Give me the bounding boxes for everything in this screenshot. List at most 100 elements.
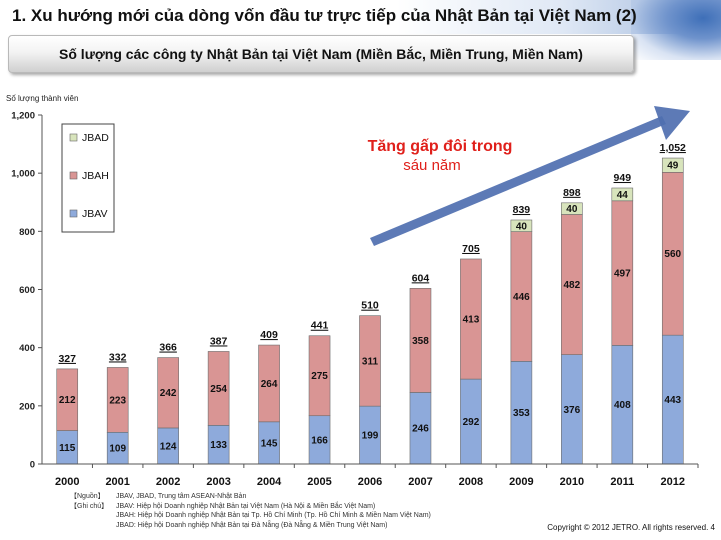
y-tick-label: 400: [19, 343, 35, 354]
bar-segment-jbad: [611, 187, 634, 202]
y-axis: 0 200 400 600 800 1,000 1,200: [11, 111, 43, 471]
y-tick-label: 600: [19, 285, 35, 296]
y-tick-label: 1,000: [11, 169, 35, 180]
data-label-jbah: 275: [311, 371, 328, 382]
x-tick-label: 2002: [156, 476, 180, 488]
x-axis: 2000 2001 2002 2003 2004 2005 2006 2007 2008 2009…: [42, 463, 699, 488]
bar-segment-jbad: [510, 219, 533, 232]
note-row: JBAD: Hiệp hội Doanh nghiệp Nhật Bản tại…: [70, 521, 431, 531]
source-notes: 【Nguồn】 JBAV, JBAD, Trung tâm ASEAN-Nhật…: [70, 492, 431, 530]
data-label-jbah: 560: [664, 249, 681, 260]
total-label: 1,052: [660, 142, 686, 154]
y-tick-label: 200: [19, 401, 35, 412]
x-tick-label: 2011: [610, 476, 634, 488]
page-number: 4: [710, 523, 715, 532]
total-label: 839: [513, 204, 531, 216]
data-label-jbav: 353: [513, 408, 530, 419]
y-tick-label: 0: [30, 460, 35, 471]
data-label-jbah: 482: [564, 280, 581, 291]
data-label-jbav: 376: [564, 405, 581, 416]
data-label-jbav: 115: [59, 443, 76, 454]
stacked-bar-chart: Số lượng thành viên 0 200 400 600 800 1,000 1,…: [6, 94, 699, 488]
annotation-line-2: sáu năm: [403, 157, 461, 174]
bar-segment-jbah: [409, 288, 432, 393]
total-label: 327: [58, 353, 76, 365]
x-tick-label: 2009: [509, 476, 533, 488]
data-label-jbah: 242: [160, 388, 177, 399]
growth-arrow: [370, 106, 690, 246]
total-label: 604: [412, 272, 430, 284]
arrow-shaft: [370, 116, 666, 246]
data-label-jbav: 166: [311, 435, 328, 446]
legend-label: JBAV: [82, 208, 107, 220]
total-label: 510: [361, 300, 379, 312]
total-label: 949: [614, 172, 632, 184]
bar-segment-jbah: [359, 315, 381, 407]
copyright-footer: Copyright © 2012 JETRO. All rights reser…: [547, 523, 715, 532]
x-tick-label: 2000: [55, 476, 79, 488]
x-tick-label: 2012: [661, 476, 685, 488]
data-label-jbav: 133: [210, 440, 227, 451]
total-label: 387: [210, 335, 228, 347]
note-tag: 【Ghi chú】: [70, 502, 109, 510]
subtitle-box: Số lượng các công ty Nhật Bản tại Việt N…: [8, 35, 634, 73]
legend: JBAD JBAH JBAV: [61, 123, 115, 233]
total-label: 409: [260, 329, 278, 341]
note-tag: 【Nguồn】: [70, 493, 105, 500]
x-tick-label: 2003: [206, 476, 230, 488]
y-axis-label: Số lượng thành viên: [6, 94, 78, 103]
legend-swatch-jbav: [69, 209, 78, 218]
note-text: JBAV: Hiệp hội Doanh nghiệp Nhật Bản tại…: [116, 502, 376, 510]
total-label: 441: [311, 320, 329, 332]
data-label-jbav: 145: [261, 438, 278, 449]
data-label-jbad: 44: [617, 190, 629, 201]
note-tag: [70, 511, 116, 521]
data-label-jbad: 49: [667, 161, 679, 172]
x-tick-label: 2007: [408, 476, 432, 488]
note-row: 【Ghi chú】 JBAV: Hiệp hội Doanh nghiệp Nh…: [70, 502, 431, 512]
bar-segment-jbah: [308, 335, 331, 417]
x-tick-label: 2005: [307, 476, 331, 488]
note-text: JBAV, JBAD, Trung tâm ASEAN-Nhật Bản: [116, 493, 247, 500]
data-label-jbah: 254: [210, 384, 227, 395]
bar-segment-jbad: [561, 202, 583, 215]
total-label: 332: [109, 351, 127, 363]
total-label: 366: [159, 342, 177, 354]
arrow-head: [654, 106, 690, 140]
bar-segment-jbah: [460, 258, 482, 380]
data-label-jbav: 199: [362, 431, 379, 442]
data-label-jbah: 413: [463, 315, 480, 326]
note-tag: [70, 521, 116, 531]
total-label: 898: [563, 187, 581, 199]
x-tick-label: 2001: [105, 476, 129, 488]
legend-swatch-jbad: [69, 133, 78, 142]
note-text: JBAH: Hiệp hội Doanh nghiệp Nhật Bản tại…: [116, 512, 431, 520]
subtitle-text: Số lượng các công ty Nhật Bản tại Việt N…: [59, 46, 583, 62]
slide-title: 1. Xu hướng mới của dòng vốn đầu tư trực…: [12, 6, 637, 25]
data-label-jbah: 446: [513, 292, 530, 303]
bar-segment-jbah: [106, 367, 129, 433]
annotation-line-1: Tăng gấp đôi trong: [368, 138, 513, 155]
data-label-jbah: 223: [109, 395, 126, 406]
globe-decoration: [631, 0, 721, 60]
y-tick-label: 1,200: [11, 111, 35, 122]
data-label-jbah: 264: [261, 379, 278, 390]
data-label-jbah: 212: [59, 395, 76, 406]
note-row: 【Nguồn】 JBAV, JBAD, Trung tâm ASEAN-Nhật…: [70, 492, 431, 502]
y-tick-label: 800: [19, 227, 35, 238]
legend-swatch-jbah: [69, 171, 78, 180]
legend-label: JBAH: [82, 170, 109, 182]
x-tick-label: 2004: [257, 476, 282, 488]
data-label-jbav: 443: [664, 395, 681, 406]
data-label-jbav: 408: [614, 400, 631, 411]
bar-segment-jbad: [661, 157, 684, 173]
title-band: [0, 0, 721, 34]
data-label-jbah: 311: [362, 356, 379, 367]
bar-segment-jbah: [56, 368, 79, 431]
x-tick-label: 2010: [560, 476, 584, 488]
total-label: 705: [462, 243, 480, 255]
note-row: JBAH: Hiệp hội Doanh nghiệp Nhật Bản tại…: [70, 511, 431, 521]
note-text: JBAD: Hiệp hội Doanh nghiệp Nhật Bản tại…: [116, 521, 388, 529]
bars-group: 115 212 327 109 223 332 124 242 366 133 254 387 145 2…: [56, 142, 686, 465]
data-label-jbah: 358: [412, 336, 429, 347]
